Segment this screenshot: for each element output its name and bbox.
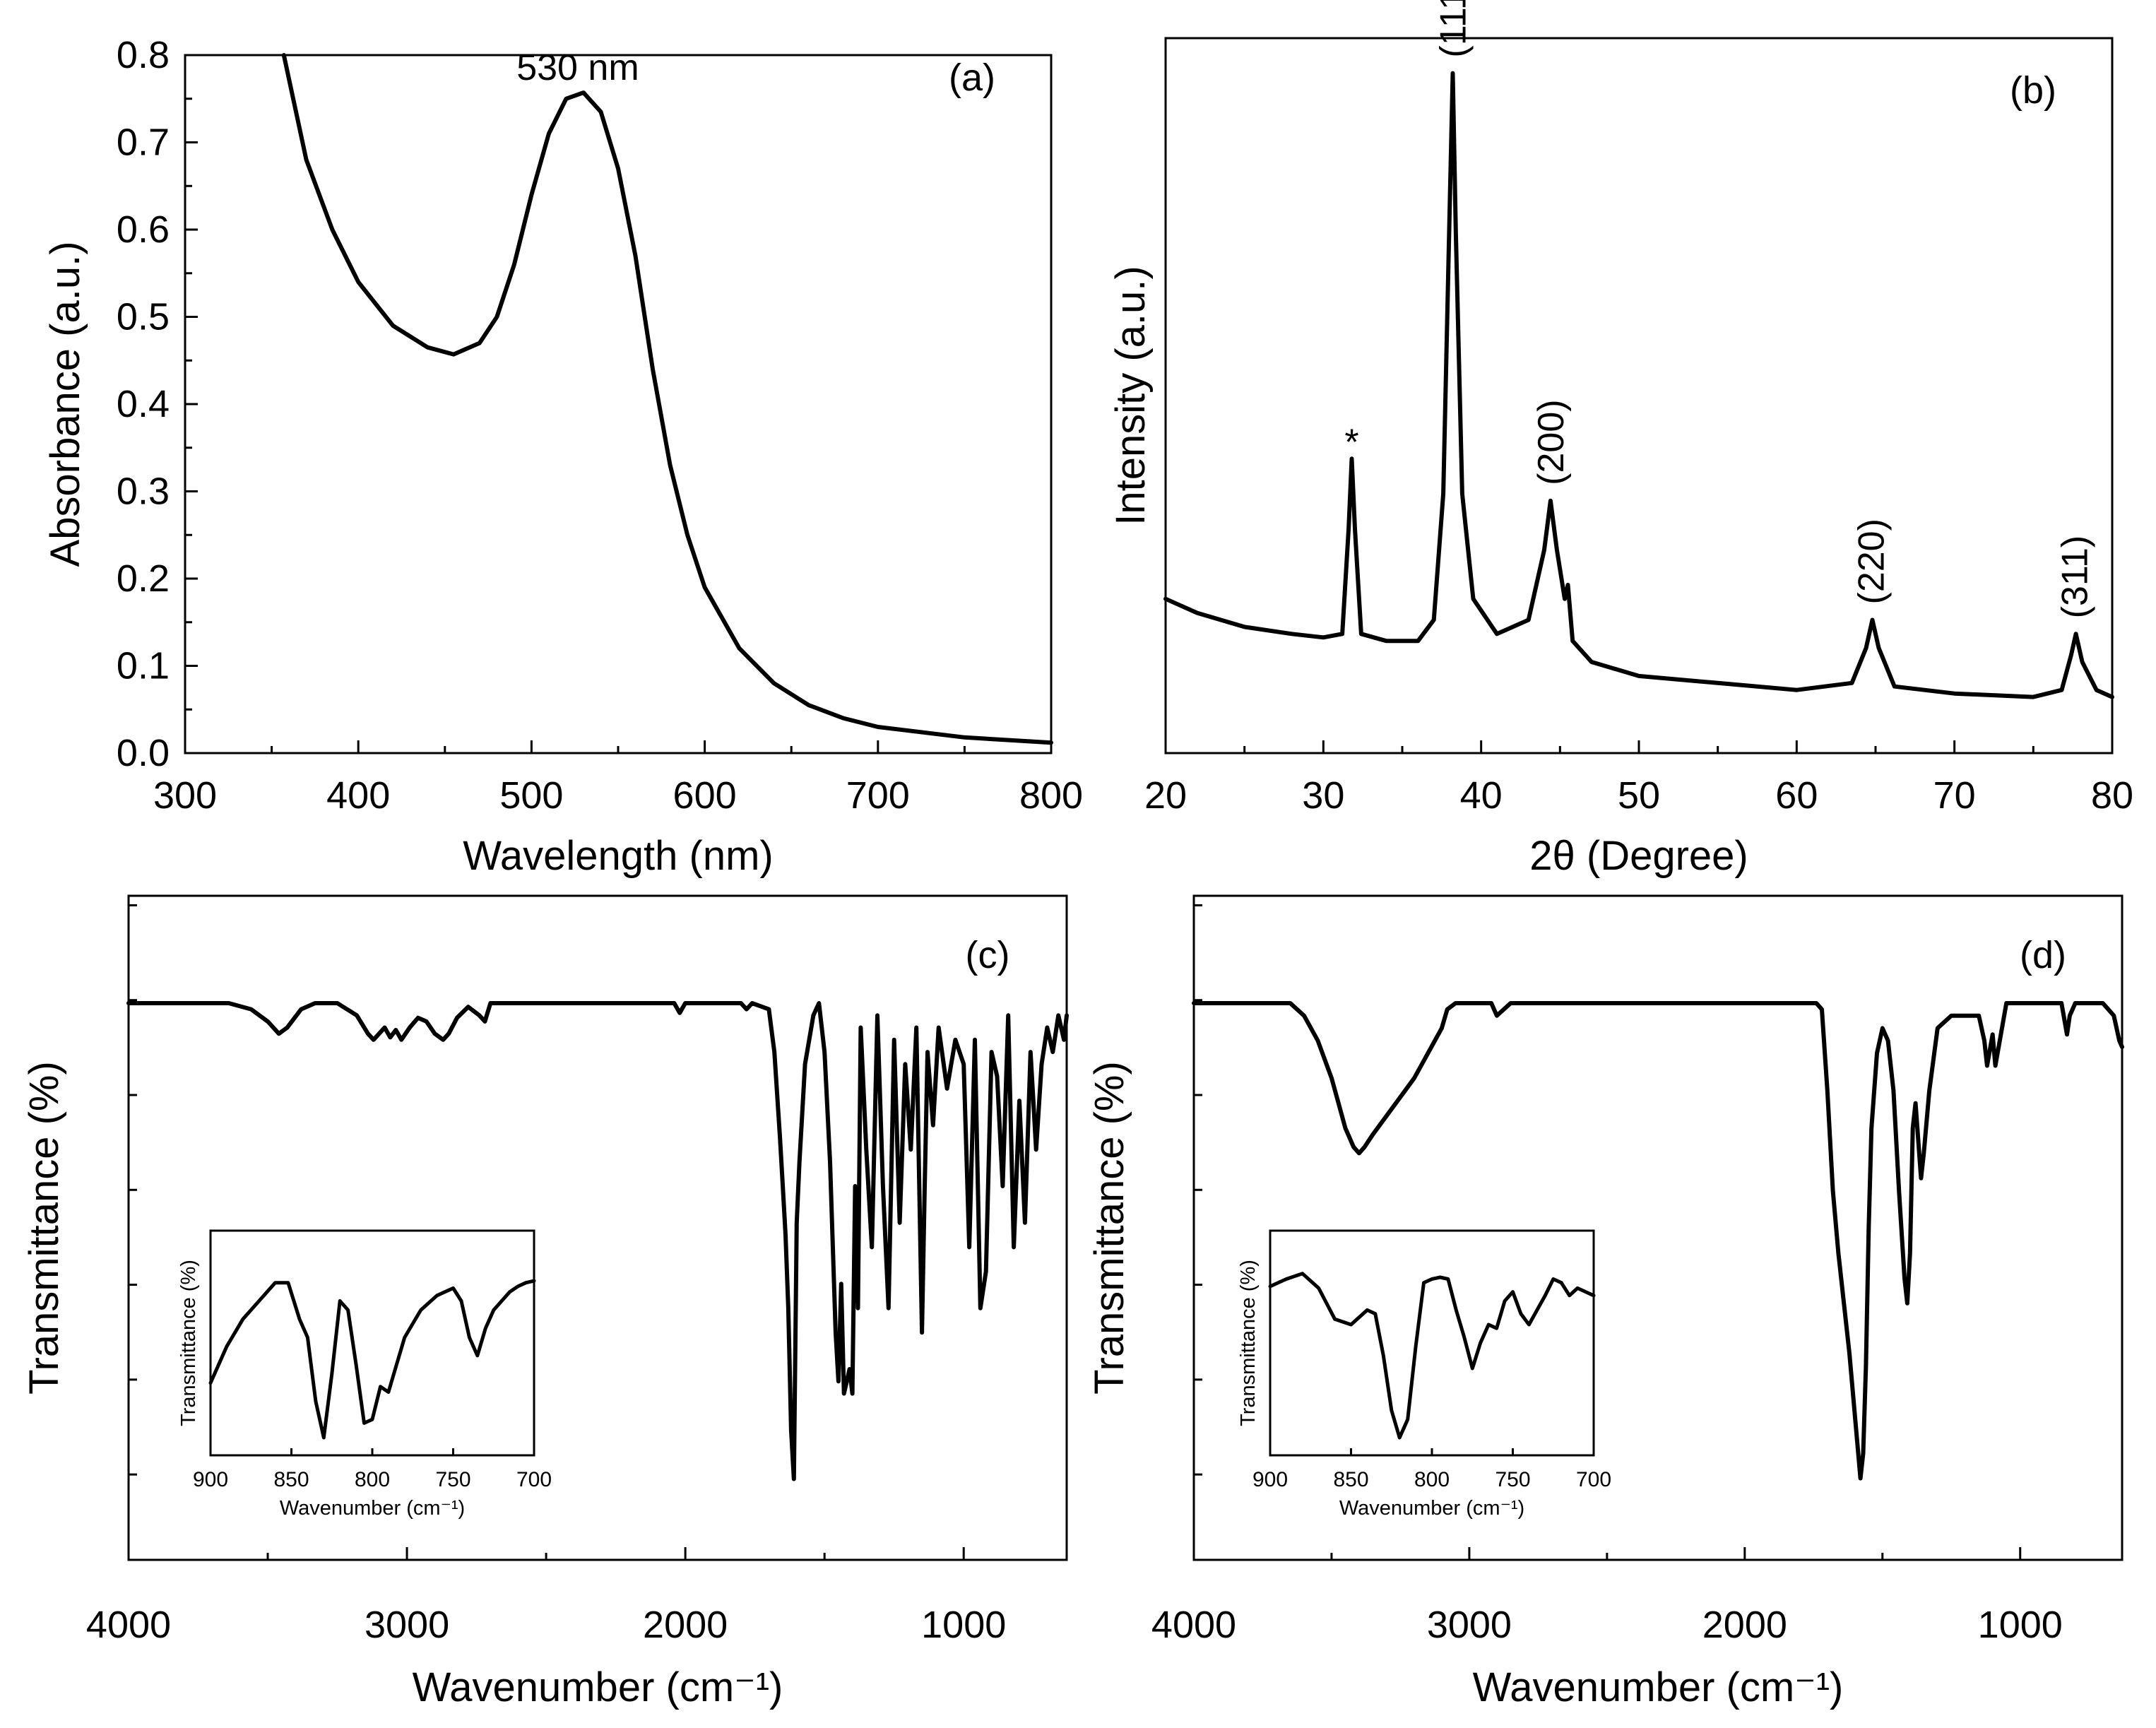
inset-series-line (1268, 1272, 1596, 1440)
plot-frame (127, 894, 1068, 1561)
series-line (281, 53, 1053, 745)
y-tick-label: 0.1 (117, 645, 170, 687)
y-axis-label: Transmittance (%) (21, 1061, 67, 1395)
x-tick-label: 3000 (1427, 1604, 1512, 1646)
y-axis-label: Transmittance (%) (1086, 1061, 1132, 1395)
x-tick-label: 40 (1460, 774, 1503, 817)
x-tick-label: 60 (1775, 774, 1818, 817)
y-axis-label: Intensity (a.u.) (1108, 266, 1154, 525)
y-tick-label: 0.3 (117, 471, 170, 513)
inset-x-tick-label: 700 (1576, 1468, 1611, 1491)
x-tick-label: 2000 (1702, 1604, 1787, 1646)
x-axis-label: Wavenumber (cm⁻¹) (413, 1664, 783, 1710)
inset-x-tick-label: 850 (273, 1468, 309, 1491)
x-tick-label: 300 (153, 774, 217, 817)
y-tick-label: 0.5 (117, 296, 170, 338)
inset-x-tick-label: 800 (1414, 1468, 1450, 1491)
x-tick-label: 80 (2091, 774, 2133, 817)
inset-c: 900 850 800 750 700 Wavenumber (cm⁻¹) Transmit… (177, 1229, 552, 1520)
x-axis-label: 2θ (Degree) (1529, 833, 1748, 879)
x-axis-label: Wavelength (nm) (463, 833, 773, 879)
y-tick-label: 0.4 (117, 383, 170, 425)
x-tick-label: 20 (1144, 774, 1187, 817)
x-tick-label: 600 (673, 774, 737, 817)
inset-y-axis-label: Transmittance (%) (177, 1260, 200, 1426)
x-tick-label: 30 (1302, 774, 1344, 817)
y-tick-label: 0.0 (117, 732, 170, 774)
peak-annotation: (200) (1531, 399, 1572, 485)
inset-y-axis-label: Transmittance (%) (1237, 1260, 1260, 1426)
x-tick-label: 3000 (365, 1604, 449, 1646)
panel-label: (b) (2010, 69, 2056, 112)
panel-a: 300 400 500 600 700 800 0.0 0.1 0.2 0.3 0.4 0.5 0.6 0… (42, 34, 1083, 879)
x-tick-label: 2000 (643, 1604, 728, 1646)
y-tick-label: 0.7 (117, 122, 170, 164)
peak-annotation: (220) (1851, 519, 1892, 604)
inset-x-tick-label: 900 (193, 1468, 228, 1491)
peak-annotation: (311) (2054, 535, 2095, 619)
x-axis-label: Wavenumber (cm⁻¹) (1473, 1664, 1844, 1710)
y-tick-label: 0.6 (117, 208, 170, 251)
x-tick-label: 4000 (86, 1604, 171, 1646)
inset-x-axis-label: Wavenumber (cm⁻¹) (1339, 1497, 1524, 1520)
peak-annotation: 530 nm (516, 47, 639, 88)
inset-x-tick-label: 800 (355, 1468, 390, 1491)
x-tick-label: 1000 (1978, 1604, 2063, 1646)
x-tick-label: 1000 (921, 1604, 1006, 1646)
peak-annotation: (111) (1433, 0, 1474, 58)
inset-x-tick-label: 750 (435, 1468, 470, 1491)
series-line (1163, 71, 2114, 699)
y-axis-label: Absorbance (a.u.) (42, 241, 88, 567)
inset-x-tick-label: 750 (1495, 1468, 1530, 1491)
x-tick-label: 70 (1933, 774, 1976, 817)
x-tick-label: 4000 (1151, 1604, 1236, 1646)
series-line (126, 1001, 1069, 1481)
panel-label: (c) (966, 934, 1010, 976)
panel-label: (d) (2020, 934, 2066, 976)
peak-annotation: * (1344, 422, 1358, 463)
x-tick-label: 700 (846, 774, 910, 817)
series-line (1192, 1001, 2124, 1481)
y-tick-label: 0.8 (117, 34, 170, 76)
plot-frame (1192, 894, 2124, 1561)
inset-x-tick-label: 850 (1333, 1468, 1368, 1491)
charts-layer: 300 400 500 600 700 800 0.0 0.1 0.2 0.3 0.4 0.5 0.6 0… (21, 0, 2133, 1710)
panel-b: 20 30 40 50 60 70 80 2θ (Degree) Intensity (a.u.… (1108, 0, 2133, 879)
x-tick-label: 800 (1019, 774, 1083, 817)
panel-c: 4000 3000 2000 1000 Wavenumber (cm⁻¹) Transmi… (21, 894, 1069, 1710)
inset-d: 900 850 800 750 700 Wavenumber (cm⁻¹) Transmit… (1237, 1229, 1611, 1520)
y-tick-label: 0.2 (117, 557, 170, 600)
panel-d: 4000 3000 2000 1000 Wavenumber (cm⁻¹) Transmi… (1086, 894, 2124, 1710)
x-tick-label: 500 (499, 774, 563, 817)
panel-label: (a) (949, 57, 995, 99)
x-tick-label: 50 (1618, 774, 1660, 817)
inset-series-line (208, 1279, 536, 1440)
inset-x-tick-label: 700 (516, 1468, 552, 1491)
inset-x-tick-label: 900 (1252, 1468, 1288, 1491)
inset-x-axis-label: Wavenumber (cm⁻¹) (280, 1497, 465, 1520)
x-tick-label: 400 (326, 774, 390, 817)
